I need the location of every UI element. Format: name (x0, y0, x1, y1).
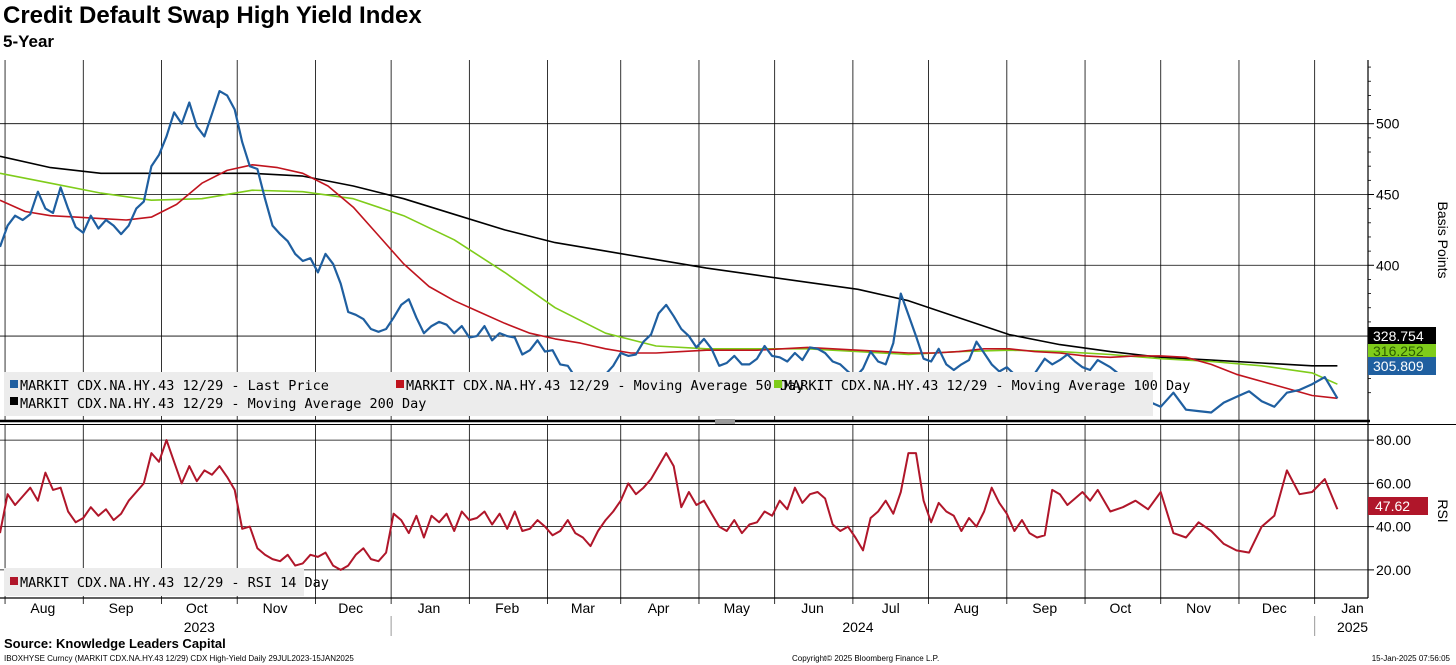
series-line-rsi (0, 439, 1339, 571)
x-month-label: Jul (882, 600, 900, 616)
y-tick-label: 450 (1376, 186, 1400, 202)
badge-last-price-text: 305.809 (1373, 358, 1424, 374)
series-line-ma200 (0, 155, 1338, 367)
x-month-label: Nov (263, 600, 288, 616)
rsi-tick-label: 60.00 (1376, 475, 1411, 491)
value-badges: 328.754 316.252 305.809 47.62 (1368, 327, 1436, 515)
legend-label-ma200: MARKIT CDX.NA.HY.43 12/29 - Moving Avera… (20, 396, 426, 412)
y-tick-label: 400 (1376, 257, 1400, 273)
series-line-last_price (0, 89, 1339, 414)
x-month-label: Apr (648, 600, 670, 616)
rsi-tick-label: 40.00 (1376, 519, 1411, 535)
x-month-label: Feb (495, 600, 519, 616)
legend-label-last-price: MARKIT CDX.NA.HY.43 12/29 - Last Price (20, 378, 329, 394)
x-month-label: Mar (571, 600, 595, 616)
x-month-label: Aug (954, 600, 979, 616)
legend-swatch-ma100 (774, 380, 782, 388)
legend-rsi-background (4, 568, 304, 596)
legend-label-ma100: MARKIT CDX.NA.HY.43 12/29 - Moving Avera… (784, 378, 1190, 394)
rsi-axis-title: RSI (1435, 499, 1451, 522)
x-year-label: 2025 (1337, 619, 1368, 635)
copyright: Copyright© 2025 Bloomberg Finance L.P. (792, 654, 940, 663)
legend-swatch-rsi (10, 577, 18, 585)
x-month-label: Jan (418, 600, 441, 616)
badge-rsi (1368, 497, 1428, 515)
timestamp: 15-Jan-2025 07:56:05 (1371, 654, 1450, 663)
x-month-label: Dec (1262, 600, 1287, 616)
x-month-label: Aug (30, 600, 55, 616)
chart-subtitle: 5-Year (3, 32, 55, 51)
badge-rsi-text: 47.62 (1375, 498, 1410, 514)
badge-last-price (1368, 357, 1436, 375)
legend-rsi: MARKIT CDX.NA.HY.43 12/29 - RSI 14 Day (4, 568, 329, 596)
series-group (0, 89, 1339, 571)
legend-label-rsi: MARKIT CDX.NA.HY.43 12/29 - RSI 14 Day (20, 575, 329, 591)
series-line-ma50 (0, 164, 1338, 400)
ticker-info: IBOXHYSE Curncy (MARKIT CDX.NA.HY.43 12/… (4, 654, 354, 663)
badge-ma200 (1368, 327, 1436, 345)
x-axis-labels: Aug Sep Oct Nov Dec Jan Feb Mar Apr May Jun Jul Aug S… (30, 600, 1368, 636)
x-year-label: 2023 (184, 619, 215, 635)
x-month-label: Nov (1186, 600, 1211, 616)
x-month-label: Sep (109, 600, 134, 616)
x-month-label: Jun (801, 600, 824, 616)
x-year-label: 2024 (842, 619, 873, 635)
legend-swatch-ma200 (10, 397, 18, 405)
legend-swatch-last-price (10, 380, 18, 388)
x-month-label: Oct (186, 600, 208, 616)
badge-ma100 (1368, 344, 1436, 359)
legend-label-ma50: MARKIT CDX.NA.HY.43 12/29 - Moving Avera… (406, 378, 804, 394)
x-month-label: Jan (1341, 600, 1364, 616)
legend-swatch-ma50 (396, 380, 404, 388)
x-month-label: Sep (1032, 600, 1057, 616)
x-month-label: Oct (1109, 600, 1131, 616)
badge-ma100-text: 316.252 (1373, 343, 1424, 359)
rsi-tick-label: 80.00 (1376, 432, 1411, 448)
badge-ma200-text: 328.754 (1373, 328, 1424, 344)
legend-background (4, 372, 1153, 416)
chart-title: Credit Default Swap High Yield Index (3, 2, 422, 29)
rsi-tick-label: 20.00 (1376, 562, 1411, 578)
y-axis-title: Basis Points (1435, 201, 1451, 278)
panel-resize-handle[interactable] (715, 419, 735, 424)
x-month-label: May (724, 600, 750, 616)
y-tick-label: 500 (1376, 116, 1400, 132)
source-note: Source: Knowledge Leaders Capital (4, 636, 226, 651)
x-month-label: Dec (338, 600, 363, 616)
legend-upper: MARKIT CDX.NA.HY.43 12/29 - Last Price M… (4, 372, 1190, 416)
